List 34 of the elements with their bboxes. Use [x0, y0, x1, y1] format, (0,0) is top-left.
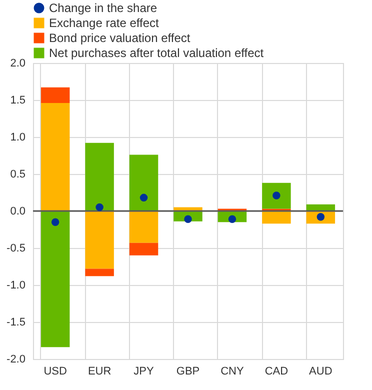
y-tick-label: -1.0	[6, 280, 26, 292]
bar	[129, 242, 158, 256]
y-tick-label: 1.0	[10, 132, 26, 144]
x-tick-label: JPY	[134, 366, 155, 378]
bar	[262, 182, 291, 209]
y-tick-label: -1.5	[6, 316, 26, 328]
x-tick-label: GBP	[176, 366, 200, 378]
bar	[40, 87, 70, 103]
point	[140, 194, 148, 202]
bar	[262, 211, 291, 224]
x-tick-label: USD	[44, 366, 67, 378]
bar	[40, 102, 70, 211]
legend-label: Net purchases after total valuation effect	[49, 46, 264, 60]
point	[96, 203, 104, 212]
y-tick-label: -2.0	[6, 354, 26, 366]
bar	[85, 268, 114, 276]
bar	[129, 154, 158, 211]
legend-label: Bond price valuation effect	[49, 31, 191, 45]
y-tick-label: 0.5	[10, 168, 26, 180]
y-tick-label: 0.0	[10, 206, 26, 218]
y-tick-label: 2.0	[10, 58, 26, 70]
bar	[85, 211, 114, 269]
legend-label: Exchange rate effect	[49, 16, 160, 30]
x-tick-label: AUD	[309, 366, 332, 378]
bar	[40, 211, 70, 348]
x-tick-label: CNY	[220, 366, 244, 378]
y-tick-label: 1.5	[10, 94, 26, 106]
y-tick-label: -0.5	[6, 242, 26, 254]
x-tick-label: CAD	[264, 366, 288, 378]
point	[51, 218, 60, 226]
bar	[129, 211, 158, 243]
bar	[85, 142, 114, 211]
legend-label: Change in the share	[49, 1, 158, 15]
x-tick-label: EUR	[88, 366, 112, 378]
